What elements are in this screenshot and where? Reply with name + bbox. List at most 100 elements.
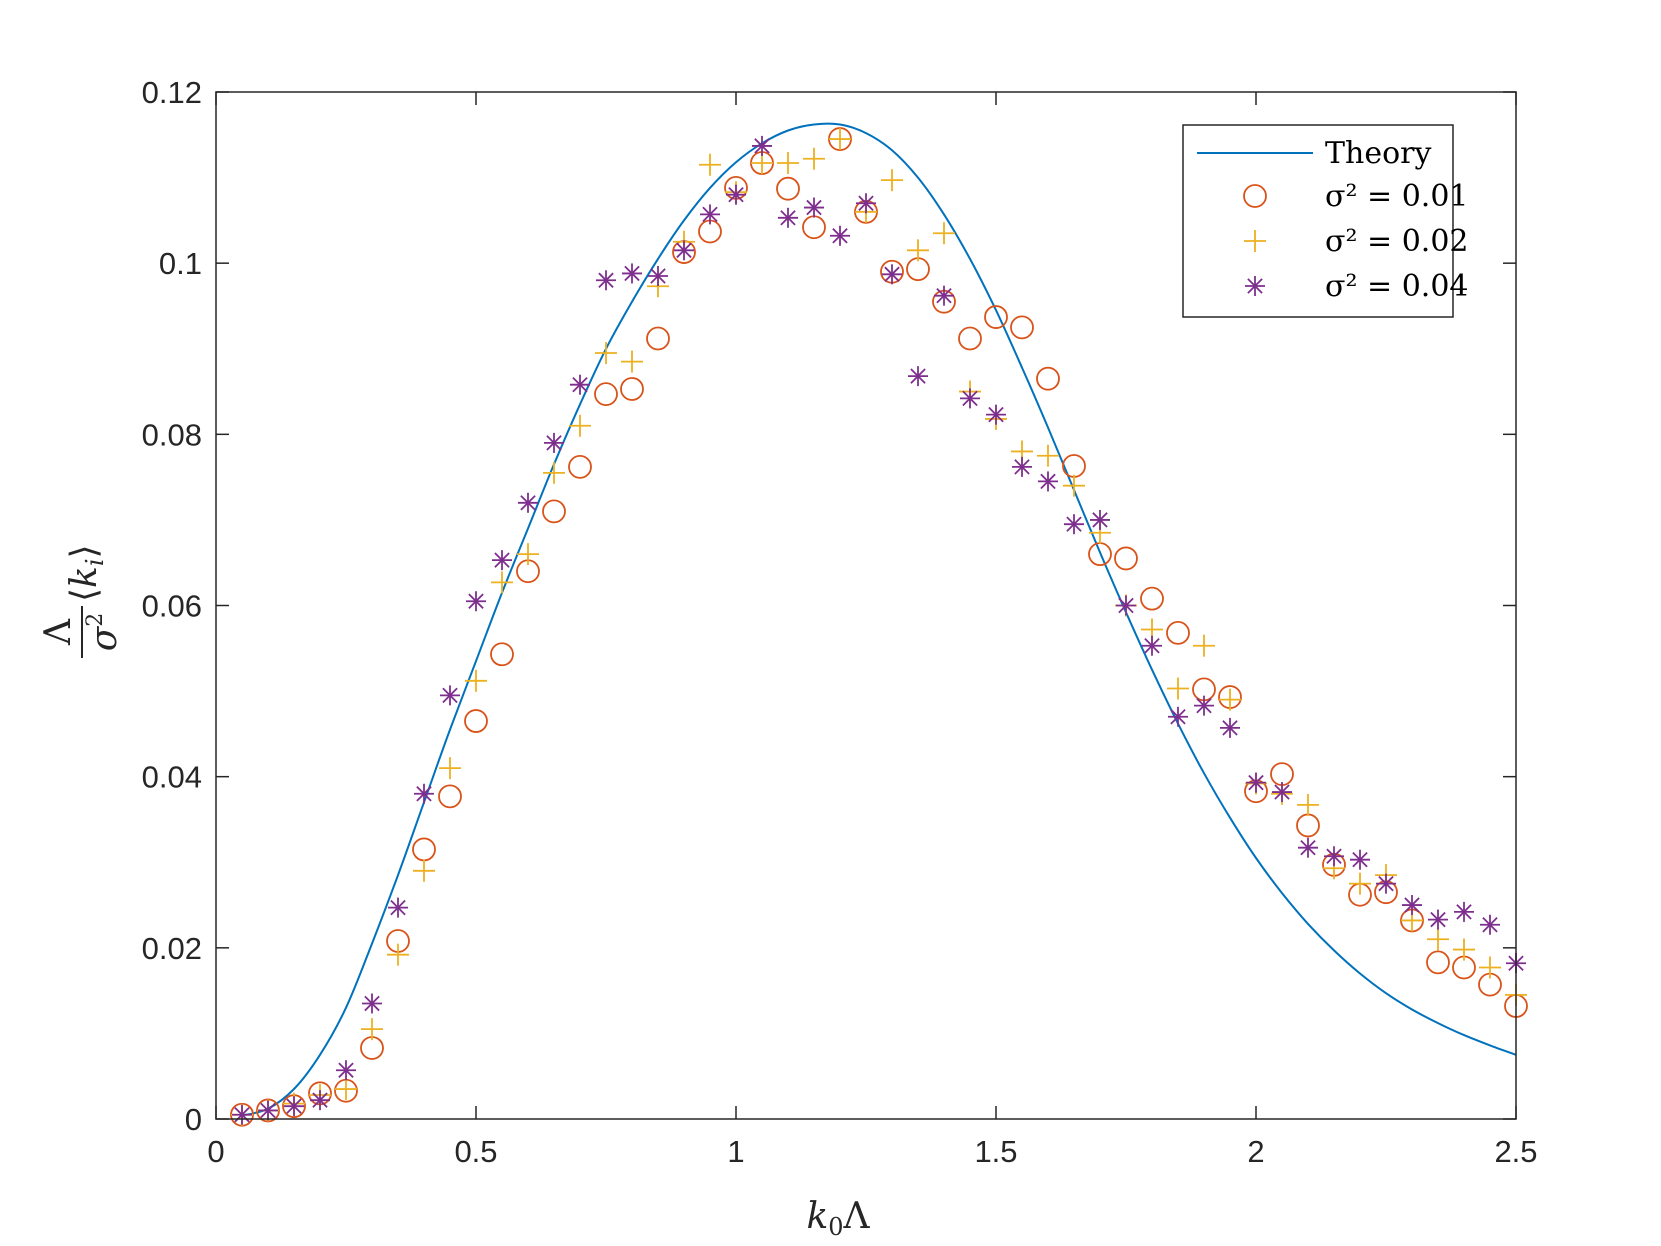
series-1-point bbox=[958, 326, 982, 351]
x-tick-label: 0 bbox=[207, 1134, 224, 1169]
series-2-point bbox=[1349, 872, 1371, 895]
series-3-point bbox=[726, 184, 746, 205]
series-3-point bbox=[1246, 772, 1266, 793]
series-2-point bbox=[621, 350, 643, 373]
y-tick-label: 0.02 bbox=[142, 931, 202, 966]
series-1-point bbox=[464, 709, 488, 733]
x-tick-label: 2.5 bbox=[1494, 1134, 1537, 1169]
series-2-point bbox=[1063, 474, 1085, 497]
y-tick-label: 0.04 bbox=[142, 760, 202, 795]
series-1-point bbox=[542, 499, 566, 524]
svg-text:⟨ki⟩: ⟨ki⟩ bbox=[64, 544, 109, 602]
legend-marker-asterisk bbox=[1245, 276, 1265, 296]
series-2-point bbox=[1427, 928, 1449, 951]
series-3-point bbox=[1402, 895, 1422, 916]
legend-box bbox=[1182, 124, 1454, 318]
series-3-point bbox=[232, 1104, 252, 1125]
legend-circle-marker bbox=[1243, 184, 1267, 208]
series-1-point bbox=[776, 176, 800, 201]
series-2-point bbox=[699, 153, 721, 176]
legend-marker-circle bbox=[1243, 184, 1267, 208]
series-3-point bbox=[1428, 909, 1448, 930]
series-1-point bbox=[1426, 950, 1450, 975]
legend-series-2-label: σ² = 0.02 bbox=[1325, 224, 1469, 259]
series-2-point bbox=[1167, 677, 1189, 700]
series-3-point bbox=[1142, 635, 1162, 656]
x-axis-label: k0Λ bbox=[806, 1196, 870, 1241]
legend-asterisk-marker bbox=[1245, 276, 1265, 296]
series-2-point bbox=[491, 571, 513, 594]
svg-text:σ2: σ2 bbox=[83, 613, 125, 652]
series-2-point bbox=[413, 859, 435, 882]
series-2-point bbox=[881, 169, 903, 192]
series-1-point bbox=[620, 377, 644, 401]
series-3-point bbox=[518, 492, 538, 513]
series-3-point bbox=[310, 1090, 330, 1111]
legend-series-3-label: σ² = 0.04 bbox=[1325, 269, 1469, 304]
series-3-point bbox=[960, 388, 980, 409]
series-1-point bbox=[594, 382, 618, 407]
x-tick-label: 2 bbox=[1247, 1134, 1264, 1169]
series-3-point bbox=[1090, 509, 1110, 530]
series-3-point bbox=[1350, 849, 1370, 870]
x-tick-label: 1.5 bbox=[974, 1134, 1017, 1169]
series-3-point bbox=[1454, 901, 1474, 922]
series-3-point bbox=[622, 263, 642, 284]
series-2-point bbox=[465, 669, 487, 692]
data-markers bbox=[230, 127, 1528, 1127]
series-3 bbox=[232, 135, 1526, 1125]
series-1-point bbox=[1114, 546, 1138, 571]
y-tick-label: 0 bbox=[185, 1102, 202, 1137]
series-1-point bbox=[1036, 366, 1060, 391]
legend-marker-plus bbox=[1244, 230, 1266, 252]
legend-theory-label: Theory bbox=[1325, 136, 1431, 171]
series-2-point bbox=[1453, 938, 1475, 961]
y-axis-label: Λ σ2 ⟨ki⟩ bbox=[38, 544, 125, 658]
series-3-point bbox=[674, 240, 694, 261]
series-3-point bbox=[648, 266, 668, 287]
series-1-point bbox=[984, 305, 1008, 329]
series-2-point bbox=[933, 222, 955, 245]
theory-line bbox=[241, 122, 1516, 1117]
series-3-point bbox=[570, 374, 590, 395]
x-tick-labels: 0 0.5 1 1.5 2 2.5 bbox=[207, 1134, 1537, 1169]
series-2-point bbox=[1219, 688, 1241, 711]
series-3-point bbox=[466, 591, 486, 612]
y-tick-label: 0.12 bbox=[142, 75, 202, 110]
series-3-point bbox=[544, 432, 564, 453]
legend-series-1-label: σ² = 0.01 bbox=[1325, 179, 1469, 214]
svg-text:Λ: Λ bbox=[38, 618, 79, 646]
series-3-point bbox=[1038, 471, 1058, 492]
series-2-point bbox=[595, 342, 617, 365]
series-2-point bbox=[907, 239, 929, 262]
series-3-point bbox=[856, 193, 876, 214]
series-3-point bbox=[1480, 914, 1500, 935]
series-3-point bbox=[388, 897, 408, 918]
series-3-point bbox=[1220, 717, 1240, 738]
legend: Theory σ² = 0.01 σ² = 0.02 σ² = 0.04 bbox=[1182, 124, 1469, 318]
series-1-point bbox=[1166, 620, 1190, 645]
series-3-point bbox=[258, 1100, 278, 1121]
series-3-point bbox=[700, 204, 720, 225]
series-3-point bbox=[804, 197, 824, 218]
series-3-point bbox=[1272, 782, 1292, 803]
series-3-point bbox=[492, 550, 512, 571]
series-1-point bbox=[1140, 586, 1164, 611]
axes-box bbox=[215, 91, 1517, 1120]
series-2-point bbox=[569, 414, 591, 437]
series-3-point bbox=[1116, 595, 1136, 616]
series-1-point bbox=[568, 454, 592, 479]
legend-plus-marker bbox=[1244, 230, 1266, 252]
series-3-point bbox=[986, 404, 1006, 425]
series-3-point bbox=[1064, 514, 1084, 535]
series-3-point bbox=[752, 135, 772, 156]
series-2-point bbox=[387, 943, 409, 966]
series-2-point bbox=[543, 461, 565, 484]
series-3-point bbox=[830, 225, 850, 246]
series-3-point bbox=[414, 783, 434, 804]
series-2-point bbox=[803, 147, 825, 170]
series-2-point bbox=[829, 128, 851, 151]
series-2-point bbox=[517, 543, 539, 566]
series-3-point bbox=[934, 285, 954, 306]
